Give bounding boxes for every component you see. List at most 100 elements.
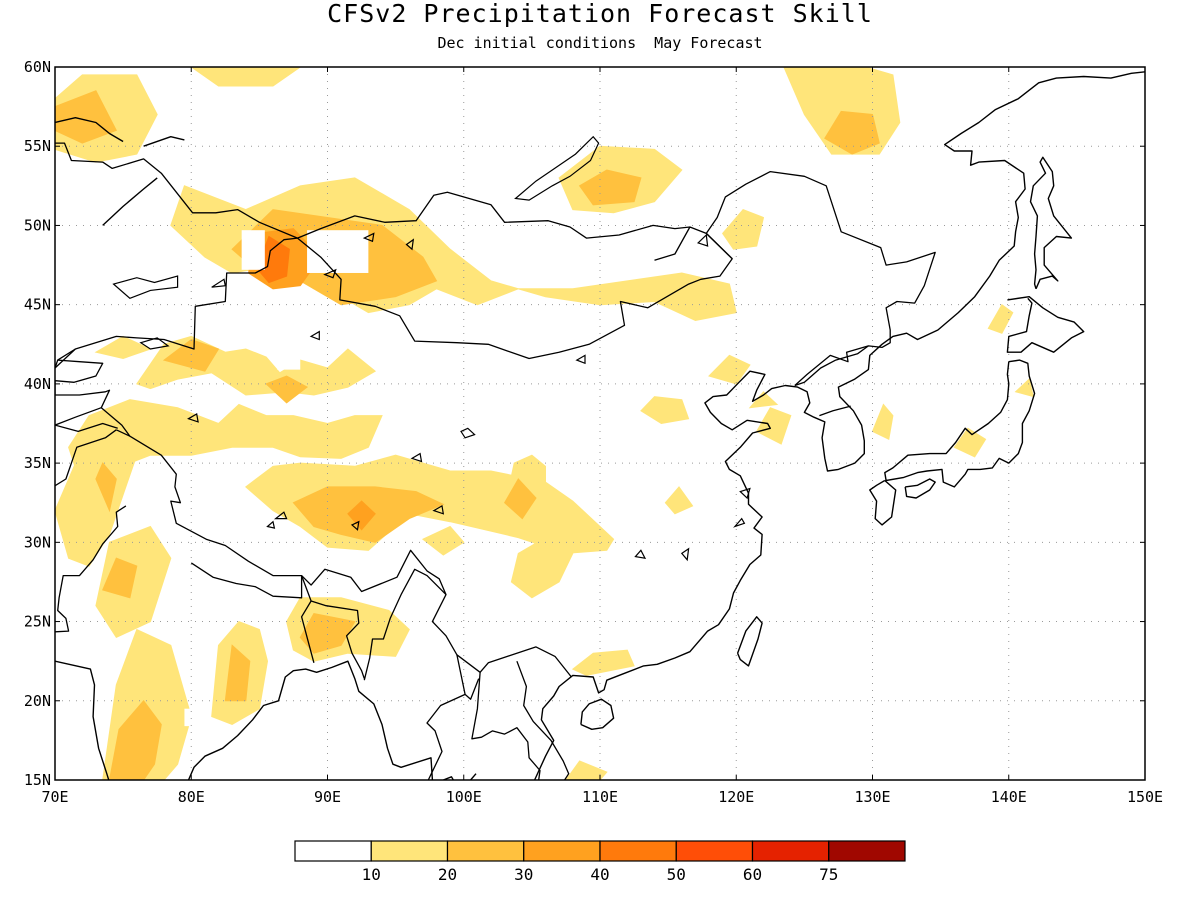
coastline (470, 773, 477, 780)
lake-outline (405, 238, 415, 251)
skill-region (708, 354, 751, 385)
lake-outline (309, 330, 320, 341)
masked-cell (184, 708, 199, 727)
country-border (55, 407, 572, 678)
country-border (300, 575, 365, 679)
country-border (705, 170, 936, 387)
skill-region (55, 438, 138, 567)
lake-outline (350, 520, 360, 531)
skill-region (664, 486, 694, 515)
coastline (187, 660, 434, 780)
chart-title: CFSv2 Precipitation Forecast Skill (327, 0, 873, 28)
country-border (426, 693, 466, 780)
country-border (300, 600, 315, 663)
skill-region (299, 613, 356, 654)
coastline (143, 135, 185, 147)
colorbar: 10 20 30 40 50 60 75 (294, 840, 906, 884)
country-border (190, 562, 303, 599)
lake-outline (733, 517, 746, 528)
skill-region (565, 760, 608, 780)
colorbar-swatch (599, 840, 677, 862)
skill-region (102, 557, 138, 599)
country-border (116, 429, 131, 437)
coastline (736, 616, 763, 667)
skill-region (68, 399, 383, 472)
lon-tick-label: 90E (314, 788, 341, 806)
colorbar-swatch (523, 840, 601, 862)
coastline (55, 660, 110, 780)
country-border (55, 142, 298, 239)
colorbar-swatch (446, 840, 525, 862)
lat-tick-label: 25N (24, 613, 51, 631)
lon-tick-label: 120E (718, 788, 754, 806)
lon-tick-label: 110E (582, 788, 618, 806)
skill-region (347, 500, 376, 531)
lake-outline (273, 511, 288, 520)
lake-outline (514, 135, 600, 201)
skill-region (421, 525, 465, 556)
lon-tick-label: 140E (991, 788, 1027, 806)
lat-tick-label: 35N (24, 454, 51, 472)
country-border (363, 568, 447, 681)
masked-cell (307, 230, 369, 273)
skill-region (190, 67, 302, 87)
country-border (55, 422, 118, 433)
coastline (904, 478, 936, 499)
coastline (884, 359, 1036, 488)
skill-region (640, 396, 690, 425)
country-border (794, 345, 869, 386)
skill-region (571, 649, 635, 676)
lake-outline (362, 232, 375, 243)
country-border (456, 654, 480, 700)
lake-outline (410, 452, 423, 463)
lat-tick-label: 45N (24, 296, 51, 314)
skill-region (265, 375, 309, 404)
lat-tick-label: 20N (24, 692, 51, 710)
colorbar-label: 20 (438, 865, 457, 884)
coastline (1006, 296, 1085, 353)
lat-tick-label: 50N (24, 216, 51, 234)
axis-ticks: 70E 80E 90E 100E 110E 120E 130E 140E 150E 15N 20N 2… (24, 58, 1163, 806)
lake-outline (696, 233, 709, 247)
lat-tick-label: 15N (24, 771, 51, 789)
skill-region (510, 537, 574, 599)
coastline (102, 177, 158, 226)
lake-outline (139, 337, 170, 350)
lake-outline (739, 487, 751, 500)
skill-region (871, 403, 894, 441)
skill-region (162, 338, 220, 372)
colorbar-label: 40 (590, 865, 609, 884)
coastline (580, 698, 615, 730)
colorbar-label: 75 (819, 865, 838, 884)
country-border (55, 429, 117, 487)
skill-region (224, 644, 251, 702)
country-border (471, 672, 541, 780)
skill-region (136, 335, 377, 396)
country-border (55, 505, 127, 633)
lat-tick-label: 40N (24, 375, 51, 393)
lake-outline (112, 275, 179, 299)
lake-outline (460, 427, 476, 439)
lon-tick-label: 100E (446, 788, 482, 806)
lat-tick-label: 55N (24, 137, 51, 155)
map-lines (55, 71, 1145, 780)
lake-outline (634, 549, 647, 559)
coastline (55, 116, 124, 143)
lake-outline (432, 504, 445, 515)
skill-region (721, 209, 765, 250)
country-border (55, 237, 298, 369)
lat-tick-label: 60N (24, 58, 51, 76)
country-border (516, 660, 570, 780)
country-border (297, 191, 690, 239)
country-border (819, 405, 851, 417)
country-border (55, 359, 111, 408)
lake-outline (323, 268, 337, 279)
coastline (443, 776, 455, 780)
coastline (1029, 156, 1073, 290)
skill-region (55, 90, 118, 144)
colorbar-label: 50 (667, 865, 686, 884)
skill-region (824, 110, 880, 155)
colorbar-label: 60 (743, 865, 762, 884)
skill-region (987, 303, 1014, 334)
